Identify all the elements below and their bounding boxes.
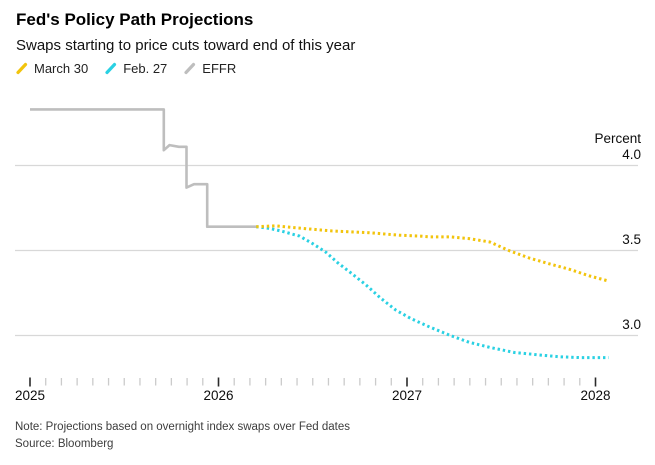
footnotes: Note: Projections based on overnight ind… [15, 419, 350, 452]
chart-note: Note: Projections based on overnight ind… [15, 421, 350, 433]
legend-label-effr: EFFR [202, 61, 237, 76]
legend-label-march-30: March 30 [34, 61, 89, 76]
x-tick-label-2025: 2025 [14, 388, 46, 403]
y-tick-label-3.5: 3.5 [622, 232, 641, 247]
y-tick-label-4.0: 4.0 [622, 147, 641, 162]
march-30-line-swatch-icon [16, 62, 28, 75]
x-tick-label-2028: 2028 [580, 388, 611, 403]
chart-title: Fed's Policy Path Projections [16, 10, 254, 29]
chart-subtitle: Swaps starting to price cuts toward end … [16, 37, 356, 54]
feb-27-line-swatch-icon [105, 62, 117, 75]
legend: March 30 Feb. 27 EFFR [15, 61, 252, 76]
y-tick-label-3.0: 3.0 [622, 317, 641, 332]
legend-item-march-30: March 30 [15, 61, 88, 76]
legend-item-feb-27: Feb. 27 [104, 61, 167, 76]
series-line-effr [30, 108, 259, 228]
x-tick-label-2026: 2026 [203, 388, 234, 403]
chart-source: Source: Bloomberg [15, 437, 114, 450]
x-tick-label-2027: 2027 [391, 388, 423, 403]
series-line-feb-27 [256, 225, 609, 360]
effr-line-swatch-icon [184, 62, 196, 75]
legend-item-effr: EFFR [183, 61, 236, 76]
series-line-march-30 [256, 224, 610, 283]
y-axis-title: Percent [594, 130, 641, 146]
legend-label-feb-27: Feb. 27 [123, 61, 168, 76]
